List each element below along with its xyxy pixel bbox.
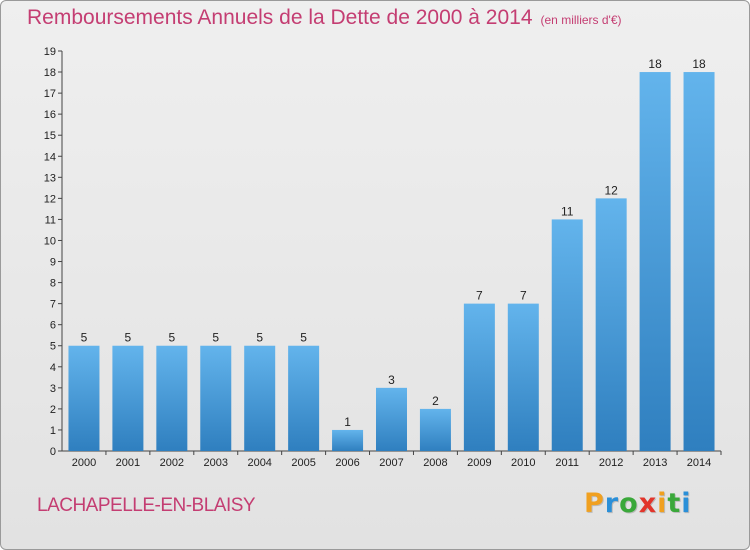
y-tick-label: 13: [44, 172, 56, 184]
bar-value-label: 2: [432, 394, 439, 408]
bar: [112, 345, 144, 451]
y-tick-label: 3: [50, 383, 56, 395]
commune-name: LACHAPELLE-EN-BLAISY: [37, 495, 256, 516]
proxiti-logo: Proxiti: [584, 488, 692, 519]
bar: [288, 345, 320, 451]
x-tick-label: 2010: [511, 457, 535, 469]
x-tick-label: 2005: [291, 457, 315, 469]
bar: [595, 198, 627, 451]
bar-value-label: 12: [604, 183, 618, 197]
logo-letter: r: [604, 488, 620, 519]
bar: [507, 303, 539, 451]
y-tick-label: 16: [44, 109, 56, 121]
bar-value-label: 5: [256, 331, 263, 345]
bar-value-label: 18: [692, 57, 706, 71]
bar: [551, 219, 583, 451]
chart-subtitle: (en milliers d'€): [540, 13, 622, 27]
y-tick-label: 4: [50, 362, 56, 374]
chart-title: Remboursements Annuels de la Dette de 20…: [27, 6, 622, 30]
logo-letter: x: [638, 488, 658, 519]
y-tick-label: 11: [45, 214, 56, 226]
y-tick-label: 0: [50, 446, 56, 458]
bar: [244, 345, 276, 451]
bar-value-label: 5: [300, 331, 307, 345]
x-tick-label: 2012: [599, 457, 623, 469]
bar: [463, 303, 495, 451]
bar-value-label: 1: [344, 415, 351, 429]
bar: [156, 345, 188, 451]
y-tick-label: 5: [50, 341, 56, 353]
y-tick-label: 9: [50, 257, 56, 269]
bar: [332, 429, 364, 451]
y-tick-label: 8: [50, 278, 56, 290]
bar-value-label: 5: [125, 331, 132, 345]
bar-value-label: 7: [520, 289, 527, 303]
x-tick-label: 2013: [643, 457, 667, 469]
y-tick-label: 18: [44, 67, 56, 79]
y-tick-label: 1: [50, 425, 56, 437]
logo-letter: o: [619, 488, 639, 519]
x-tick-label: 2009: [467, 457, 491, 469]
x-tick-label: 2007: [379, 457, 403, 469]
bar: [683, 72, 715, 451]
bar: [376, 387, 407, 451]
x-tick-label: 2004: [247, 457, 271, 469]
y-tick-label: 15: [44, 130, 56, 142]
bar: [68, 345, 100, 451]
x-tick-label: 2000: [72, 457, 96, 469]
bar: [200, 345, 232, 451]
x-tick-label: 2008: [423, 457, 447, 469]
chart-title-text: Remboursements Annuels de la Dette de 20…: [27, 6, 533, 29]
x-tick-label: 2011: [555, 457, 579, 469]
bar-value-label: 5: [81, 331, 88, 345]
y-tick-label: 19: [44, 46, 56, 58]
y-tick-label: 10: [44, 235, 56, 247]
x-tick-label: 2006: [335, 457, 359, 469]
bar-value-label: 18: [648, 57, 662, 71]
bar-value-label: 11: [561, 204, 574, 218]
bar-value-label: 5: [168, 331, 175, 345]
y-tick-label: 7: [50, 299, 56, 311]
x-tick-label: 2001: [116, 457, 140, 469]
x-tick-label: 2003: [204, 457, 228, 469]
y-tick-label: 2: [50, 404, 56, 416]
y-tick-label: 12: [44, 193, 56, 205]
logo-letter: t: [667, 488, 682, 519]
x-tick-label: 2002: [160, 457, 184, 469]
logo-letter: i: [681, 488, 692, 519]
logo-letter: P: [584, 488, 605, 519]
bar-value-label: 7: [476, 289, 483, 303]
y-tick-label: 6: [50, 320, 56, 332]
bar-value-label: 3: [388, 373, 395, 387]
y-tick-label: 14: [44, 151, 56, 163]
x-tick-label: 2014: [687, 457, 711, 469]
bar: [419, 408, 451, 451]
bar-value-label: 5: [212, 331, 219, 345]
y-tick-label: 17: [44, 88, 56, 100]
logo-letter: i: [657, 488, 668, 519]
bar: [639, 72, 671, 451]
